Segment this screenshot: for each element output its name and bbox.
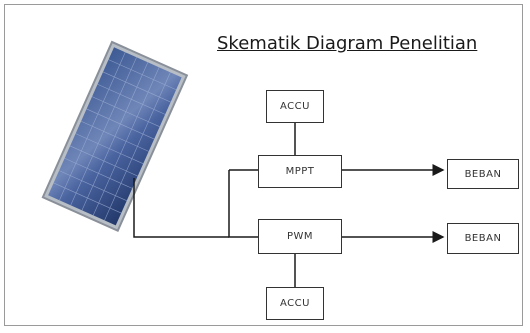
panel-cell-line xyxy=(69,145,138,177)
panel-cell-line xyxy=(91,96,160,127)
panel-cell-line xyxy=(53,182,122,214)
panel-cell-line xyxy=(64,158,133,189)
panel-cell-line xyxy=(86,108,155,140)
bus-line xyxy=(228,170,258,238)
panel-cell-line xyxy=(108,59,177,90)
pwm-block: PWM xyxy=(258,219,342,254)
panel-cell-line xyxy=(75,133,144,164)
mppt-block: MPPT xyxy=(258,155,342,188)
panel-lead-line xyxy=(133,178,229,238)
accu-top-block: ACCU xyxy=(266,90,324,123)
beban-bottom-block: BEBAN xyxy=(447,223,519,254)
panel-cell-line xyxy=(80,121,149,152)
accu-bottom-block: ACCU xyxy=(266,287,324,320)
panel-cell-line xyxy=(97,84,166,115)
beban-top-block: BEBAN xyxy=(447,159,519,189)
panel-cell-line xyxy=(102,71,171,103)
panel-cell-line xyxy=(58,170,127,201)
diagram-title: Skematik Diagram Penelitian xyxy=(217,33,478,54)
